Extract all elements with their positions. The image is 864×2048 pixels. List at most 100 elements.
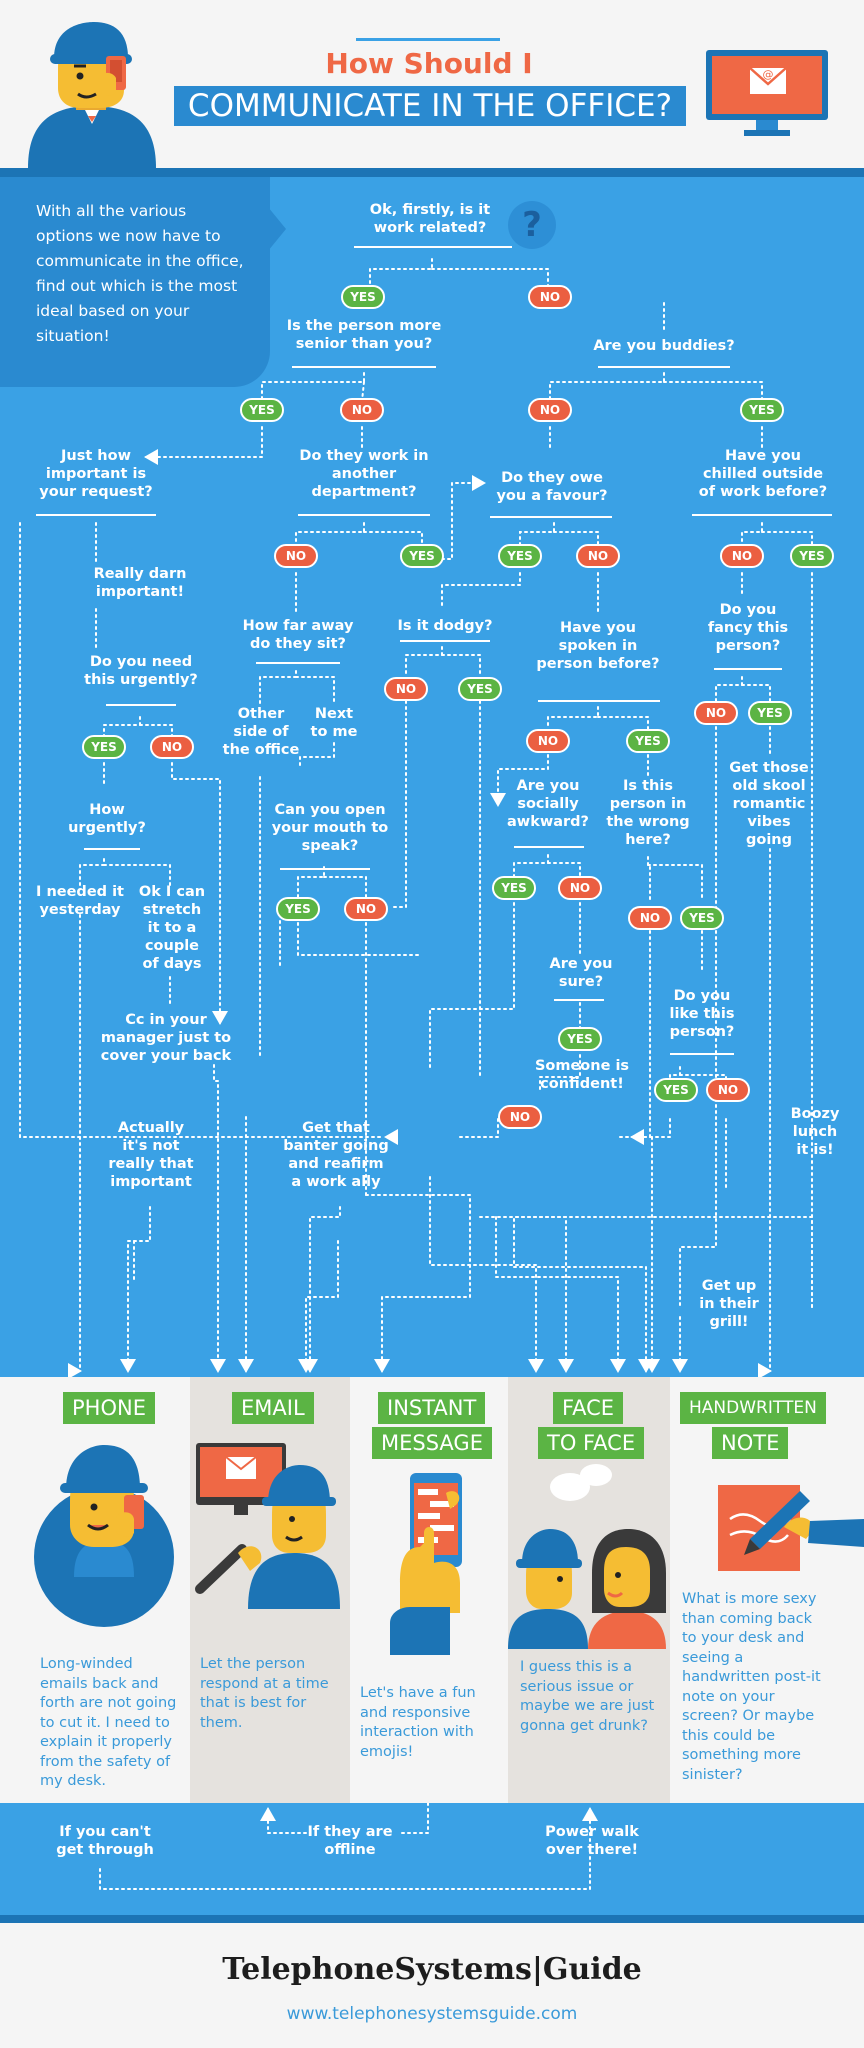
brand-logo: TelephoneSystems|Guide xyxy=(222,1952,642,1987)
no-confident: NO xyxy=(498,1105,542,1129)
option-note-title-2: NOTE xyxy=(712,1427,789,1459)
fallback-band: If you can't get through If they are off… xyxy=(0,1803,864,1915)
no-owe-favour: NO xyxy=(576,544,620,568)
no-work-related: NO xyxy=(528,285,572,309)
option-im-desc: Let's have a fun and responsive interact… xyxy=(360,1685,476,1760)
a-old-skool: Get those old skool romantic vibes going xyxy=(729,760,809,848)
yes-spoken: YES xyxy=(626,729,670,753)
no-urgently: NO xyxy=(150,735,194,759)
option-email-title: EMAIL xyxy=(232,1392,314,1424)
a-stretch-days: Ok I can stretch it to a couple of days xyxy=(138,884,206,972)
a-next-to-me: Next to me xyxy=(310,706,358,740)
no-senior: NO xyxy=(340,398,384,422)
fallback-offline: If they are offline xyxy=(307,1824,393,1858)
two-people-talking-illustration xyxy=(508,1464,666,1649)
yes-fancy: YES xyxy=(748,701,792,725)
option-im-title-2: MESSAGE xyxy=(372,1427,492,1459)
fallback-cant-get-through: If you can't get through xyxy=(56,1824,154,1858)
no-department: NO xyxy=(274,544,318,568)
q-sure: Are you sure? xyxy=(549,956,613,990)
q-how-urgently: How urgently? xyxy=(68,802,146,836)
footer-url[interactable]: www.telephonesystemsguide.com xyxy=(286,2004,578,2024)
post-it-pen-icon xyxy=(718,1485,864,1571)
yes-awkward: YES xyxy=(492,876,536,900)
q-urgently: Do you need this urgently? xyxy=(84,654,198,688)
yes-buddies: YES xyxy=(740,398,784,422)
smartphone-hand-illustration xyxy=(390,1473,462,1655)
no-awkward: NO xyxy=(558,876,602,900)
a-confident: Someone is confident! xyxy=(534,1058,630,1092)
yes-like: YES xyxy=(654,1078,698,1102)
intro-text: With all the various options we now have… xyxy=(36,202,244,345)
q-owe-favour: Do they owe you a favour? xyxy=(496,470,608,504)
q-open-mouth: Can you open your mouth to speak? xyxy=(271,802,389,854)
no-like: NO xyxy=(706,1078,750,1102)
no-buddies: NO xyxy=(528,398,572,422)
title-rule xyxy=(356,38,500,41)
intro-panel xyxy=(0,177,270,387)
phone-user-illustration xyxy=(34,1445,174,1627)
q-fancy: Do you fancy this person? xyxy=(707,602,789,654)
option-face-title-1: FACE xyxy=(553,1392,624,1424)
a-boozy-lunch: Boozy lunch it is! xyxy=(790,1106,840,1158)
a-get-in-grill: Get up in their grill! xyxy=(699,1278,759,1330)
q-how-important: Just how important is your request? xyxy=(39,448,153,500)
yes-sure: YES xyxy=(558,1027,602,1051)
option-im-title-1: INSTANT xyxy=(378,1392,486,1424)
intro-pointer xyxy=(268,207,286,251)
yes-work-related: YES xyxy=(341,285,385,309)
q-senior: Is the person more senior than you? xyxy=(286,318,442,352)
option-instant-message: INSTANT MESSAGE Let's have a fun and res… xyxy=(350,1377,508,1803)
no-fancy: NO xyxy=(694,701,738,725)
no-dodgy: NO xyxy=(384,677,428,701)
no-wrong-here: NO xyxy=(628,906,672,930)
q-spoken: Have you spoken in person before? xyxy=(536,620,660,672)
q-how-far: How far away do they sit? xyxy=(242,618,354,652)
option-note-desc: What is more sexy than coming back to yo… xyxy=(682,1591,821,1783)
q-like: Do you like this person? xyxy=(669,988,735,1040)
footer: TelephoneSystems|Guide www.telephonesyst… xyxy=(0,1923,864,2048)
no-spoken: NO xyxy=(526,729,570,753)
a-other-side: Other side of the office xyxy=(222,706,300,758)
a-really-darn-important: Really darn important! xyxy=(93,566,187,600)
option-email: EMAIL Let the person respond at a time t… xyxy=(190,1377,350,1803)
svg-text:@: @ xyxy=(763,68,774,81)
flowchart-area: With all the various options we now have… xyxy=(0,177,864,1377)
option-note-title-1: HANDWRITTEN xyxy=(680,1392,826,1424)
q-wrong-here: Is this person in the wrong here? xyxy=(606,778,690,848)
flowchart-connectors xyxy=(19,246,832,1373)
options-section: PHONE Long-winded emails back and forth … xyxy=(0,1377,864,1803)
option-face-title-2: TO FACE xyxy=(538,1427,645,1459)
email-monitor-icon: @ xyxy=(706,50,828,136)
q-awkward: Are you socially awkward? xyxy=(507,778,589,830)
option-email-desc: Let the person respond at a time that is… xyxy=(200,1656,329,1731)
man-on-phone-illustration xyxy=(28,22,156,168)
option-handwritten-note: HANDWRITTEN NOTE What is more sexy than … xyxy=(670,1377,864,1803)
a-cc-manager: Cc in your manager just to cover your ba… xyxy=(100,1012,232,1064)
header: How Should I COMMUNICATE IN THE OFFICE? … xyxy=(0,0,864,168)
yes-chilled: YES xyxy=(790,544,834,568)
footer-divider xyxy=(0,1915,864,1923)
q-buddies: Are you buddies? xyxy=(593,338,735,354)
q-other-department: Do they work in another department? xyxy=(299,448,429,500)
a-not-important: Actually it's not really that important xyxy=(108,1120,194,1190)
email-user-illustration xyxy=(195,1443,340,1609)
yes-owe-favour: YES xyxy=(498,544,542,568)
option-phone: PHONE Long-winded emails back and forth … xyxy=(0,1377,190,1803)
yes-urgently: YES xyxy=(82,735,126,759)
yes-dodgy: YES xyxy=(458,677,502,701)
header-divider xyxy=(0,168,864,177)
option-face-desc: I guess this is a serious issue or maybe… xyxy=(520,1659,655,1734)
q-work-related: Ok, firstly, is it work related? xyxy=(369,202,491,236)
option-phone-title: PHONE xyxy=(63,1392,155,1424)
yes-wrong-here: YES xyxy=(680,906,724,930)
no-chilled: NO xyxy=(720,544,764,568)
option-phone-desc: Long-winded emails back and forth are no… xyxy=(40,1656,177,1789)
fallback-power-walk: Power walk over there! xyxy=(545,1824,639,1858)
q-dodgy: Is it dodgy? xyxy=(397,618,493,634)
q-chilled: Have you chilled outside of work before? xyxy=(698,448,828,500)
page-title: COMMUNICATE IN THE OFFICE? xyxy=(174,86,686,126)
a-banter: Get that banter going and reafirm a work… xyxy=(283,1120,389,1190)
option-face-to-face: FACE TO FACE I guess this is a serious i… xyxy=(508,1377,670,1803)
a-needed-yesterday: I needed it yesterday xyxy=(36,884,124,918)
